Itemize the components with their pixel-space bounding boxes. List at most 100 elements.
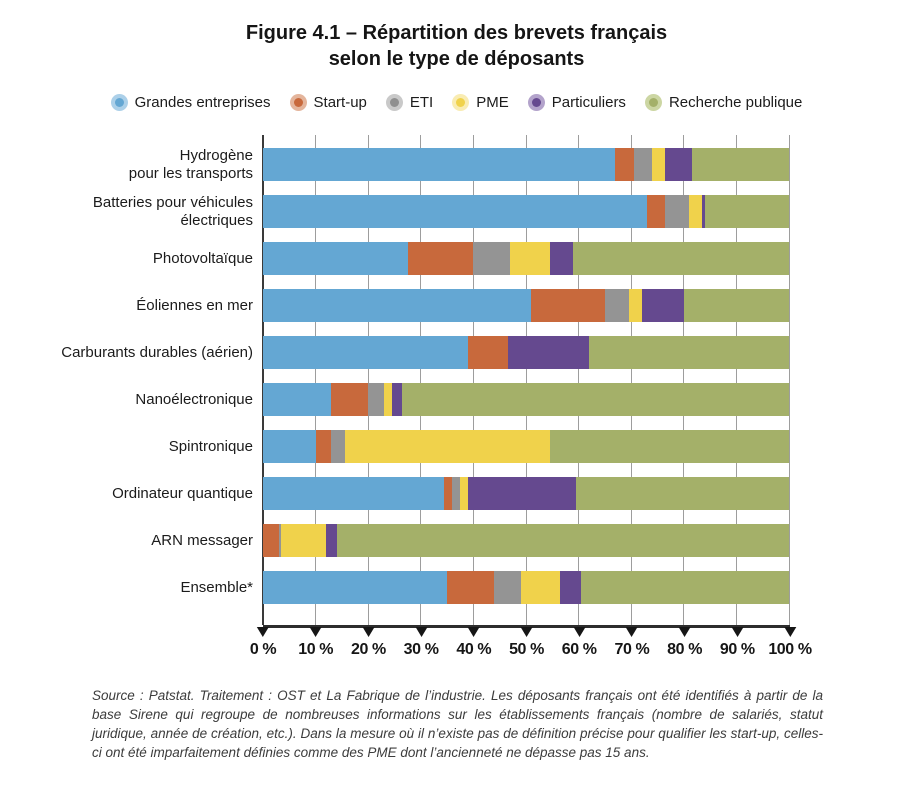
bar-track <box>263 524 789 557</box>
legend-marker-icon <box>110 94 128 111</box>
bar-segment-particuliers <box>560 571 582 604</box>
bar-segment-recherche-publique <box>589 336 789 369</box>
legend-item-eti: ETI <box>385 94 434 111</box>
bar-segment-grandes-entreprises <box>263 242 408 275</box>
bar-segment-recherche-publique <box>549 430 789 463</box>
legend-item-recherche-publique: Recherche publique <box>644 94 803 111</box>
tick-arrow-icon <box>257 627 269 637</box>
chart-row-arn-messager: ARN messager <box>0 517 800 564</box>
legend-marker-dot <box>456 98 466 107</box>
tick-arrow-icon <box>678 627 691 637</box>
bar-segment-pme <box>652 148 666 181</box>
legend-label: Recherche publique <box>668 94 803 111</box>
x-tick-label: 0 % <box>249 641 277 658</box>
stacked-bar <box>263 195 789 228</box>
chart-row-nanoelectronique: Nanoélectronique <box>0 376 800 423</box>
legend: Grandes entreprises Start-up ETI PME Particu… <box>0 94 913 111</box>
gridline-70 <box>630 135 632 625</box>
bar-segment-grandes-entreprises <box>263 477 445 510</box>
tick-arrow-icon <box>625 627 638 637</box>
bar-segment-pme <box>689 195 703 228</box>
bar-segment-start-up <box>315 430 332 463</box>
category-label: Ordinateur quantique <box>112 484 253 502</box>
bar-segment-particuliers <box>549 242 574 275</box>
stacked-bar <box>263 571 789 604</box>
x-tick-30: 30 % <box>404 627 439 659</box>
legend-marker-icon <box>644 94 662 111</box>
bar-segment-eti <box>452 477 461 510</box>
legend-marker-dot <box>531 98 541 107</box>
legend-marker-dot <box>648 98 658 107</box>
bar-segment-start-up <box>531 289 605 322</box>
bar-segment-recherche-publique <box>683 289 789 322</box>
chart-row-ensemble: Ensemble* <box>0 564 800 611</box>
bar-segment-grandes-entreprises <box>263 430 316 463</box>
x-tick-40: 40 % <box>456 627 492 659</box>
gridline-0 <box>262 135 264 625</box>
x-tick-label: 100 % <box>768 641 812 658</box>
category-label: Hydrogène pour les transports <box>128 147 253 182</box>
bar-segment-start-up <box>646 195 666 228</box>
source-note: Source : Patstat. Traitement : OST et La… <box>92 688 823 760</box>
bar-segment-recherche-publique <box>573 242 789 275</box>
x-tick-80: 80 % <box>667 627 702 659</box>
x-tick-20: 20 % <box>351 627 386 659</box>
bar-segment-start-up <box>444 477 453 510</box>
gridline-60 <box>578 135 580 625</box>
legend-item-start-up: Start-up <box>289 94 367 111</box>
bar-segment-eti <box>331 430 345 463</box>
bar-segment-eti <box>633 148 653 181</box>
bar-segment-eti <box>368 383 384 416</box>
x-tick-label: 80 % <box>667 641 703 658</box>
legend-marker-icon <box>452 94 470 111</box>
bar-segment-recherche-publique <box>402 383 789 416</box>
x-tick-label: 50 % <box>509 641 544 658</box>
legend-marker-dot <box>114 98 124 107</box>
bar-segment-pme <box>460 477 469 510</box>
legend-label: ETI <box>409 94 434 111</box>
chart-row-batteries-pour-vehicules: Batteries pour véhicules électriques <box>0 188 800 235</box>
bar-track <box>263 571 789 604</box>
bar-segment-recherche-publique <box>704 195 789 228</box>
x-tick-label: 90 % <box>719 641 755 658</box>
legend-marker-dot <box>389 98 399 107</box>
bar-segment-grandes-entreprises <box>263 148 616 181</box>
bar-segment-pme <box>628 289 642 322</box>
stacked-bar <box>263 524 789 557</box>
bar-segment-particuliers <box>641 289 684 322</box>
legend-marker-icon <box>289 94 307 111</box>
bar-segment-eti <box>473 242 511 275</box>
stacked-bar <box>263 336 789 369</box>
bar-track <box>263 430 789 463</box>
tick-arrow-icon <box>573 627 586 637</box>
x-tick-70: 70 % <box>614 627 650 659</box>
x-tick-label: 70 % <box>614 641 650 658</box>
bar-segment-recherche-publique <box>575 477 789 510</box>
legend-marker-icon <box>385 94 403 111</box>
gridline-90 <box>735 135 737 625</box>
legend-marker-dot <box>293 98 303 107</box>
bar-segment-recherche-publique <box>581 571 789 604</box>
chart-row-hydrogene: Hydrogène pour les transports <box>0 141 800 188</box>
bar-segment-particuliers <box>702 195 705 228</box>
figure-title-line2: selon le type de déposants <box>328 48 585 70</box>
legend-label: Start-up <box>313 94 367 111</box>
bar-track <box>263 195 789 228</box>
figure-title: Figure 4.1 – Répartition des brevets fra… <box>0 20 913 72</box>
category-label: Spintronique <box>168 437 253 455</box>
bar-segment-eti <box>604 289 629 322</box>
tick-arrow-icon <box>362 627 375 637</box>
bar-track <box>263 289 789 322</box>
plot-area: Hydrogène pour les transports Batteries p… <box>0 135 800 625</box>
stacked-bar <box>263 430 789 463</box>
bar-segment-eti <box>665 195 690 228</box>
bar-segment-start-up <box>407 242 474 275</box>
stacked-bar <box>263 242 789 275</box>
bar-segment-start-up <box>263 524 279 557</box>
gridline-100 <box>788 135 790 625</box>
legend-item-pme: PME <box>452 94 509 111</box>
bar-track <box>263 336 789 369</box>
bar-segment-pme <box>281 524 327 557</box>
gridline-10 <box>315 135 317 625</box>
